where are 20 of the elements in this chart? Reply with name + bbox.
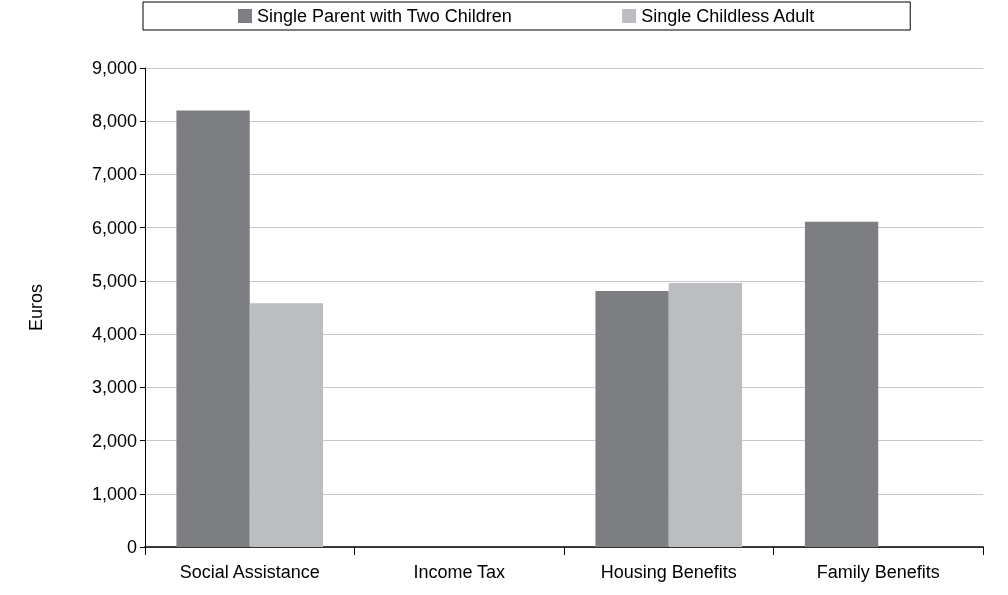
y-tick-label: 4,000 xyxy=(91,324,137,345)
legend-label: Single Parent with Two Children xyxy=(257,6,512,26)
y-tick-label: 1,000 xyxy=(91,483,137,504)
x-tick-label: Family Benefits xyxy=(816,562,940,582)
x-tick-label: Income Tax xyxy=(413,562,506,582)
y-tick-label: 0 xyxy=(126,537,137,557)
bar xyxy=(804,221,879,547)
y-tick-label: 3,000 xyxy=(91,377,137,398)
y-tick-label: 7,000 xyxy=(91,164,137,185)
y-tick-label: 5,000 xyxy=(91,270,137,291)
bar xyxy=(176,110,250,547)
legend-label: Single Childless Adult xyxy=(641,6,815,26)
y-tick-label: 6,000 xyxy=(91,217,137,238)
y-tick-label: 9,000 xyxy=(91,58,137,78)
y-tick-label: 8,000 xyxy=(91,111,137,132)
y-axis-title: Euros xyxy=(26,283,46,332)
y-tick-label: 2,000 xyxy=(91,430,137,451)
x-tick-label: Housing Benefits xyxy=(600,562,737,582)
bar xyxy=(595,291,669,547)
x-tick-label: Social Assistance xyxy=(179,562,320,582)
